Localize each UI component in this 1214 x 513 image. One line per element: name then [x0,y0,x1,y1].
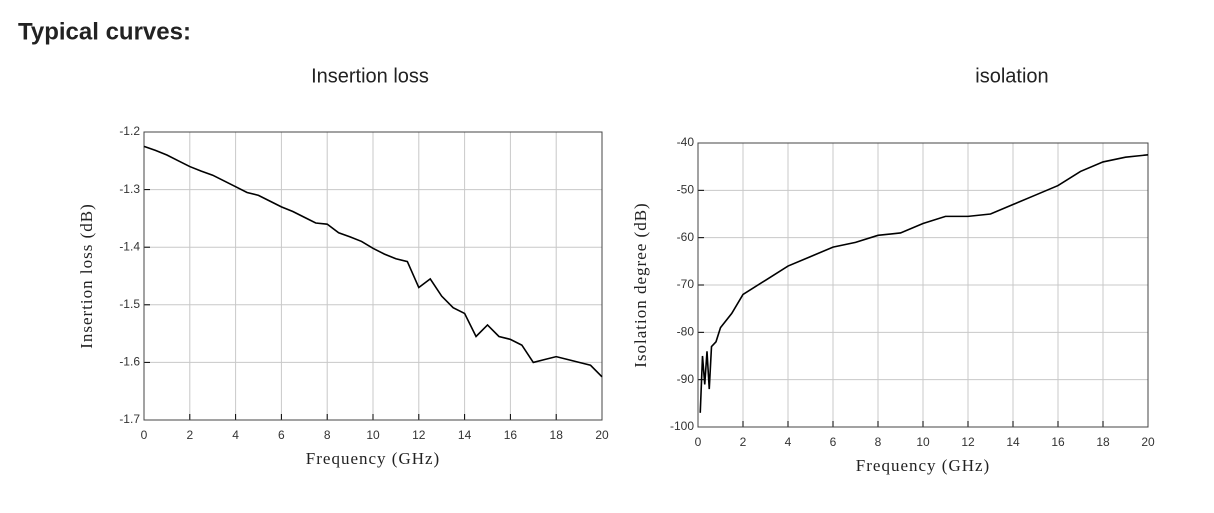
x-tick-label: 4 [232,428,239,442]
y-axis-label: Isolation degree (dB) [631,202,650,367]
x-tick-label: 16 [504,428,518,442]
y-tick-label: -60 [677,230,695,244]
y-tick-label: -80 [677,325,695,339]
x-tick-label: 0 [141,428,148,442]
chart-title: Insertion loss [311,65,429,87]
x-tick-label: 2 [186,428,193,442]
x-tick-label: 8 [875,435,882,449]
x-tick-label: 20 [1141,435,1155,449]
x-tick-label: 18 [1096,435,1110,449]
y-tick-label: -100 [670,419,694,433]
data-line [699,154,1149,413]
y-tick-label: -1.5 [119,297,140,311]
heading: Typical curves: [18,18,191,45]
x-axis-label: Frequency (GHz) [306,449,440,468]
x-tick-label: 14 [1006,435,1020,449]
y-tick-label: -1.4 [119,239,140,253]
x-tick-label: 6 [830,435,837,449]
chart-title: isolation [975,65,1048,87]
y-tick-label: -40 [677,135,695,149]
y-axis-label: Insertion loss (dB) [77,203,96,349]
x-tick-label: 10 [366,428,380,442]
x-tick-label: 4 [785,435,792,449]
data-line [143,145,603,378]
x-axis-label: Frequency (GHz) [856,456,990,475]
y-tick-label: -1.2 [119,124,140,138]
x-tick-label: 12 [961,435,975,449]
x-tick-label: 12 [412,428,426,442]
x-tick-label: 14 [458,428,472,442]
y-tick-label: -90 [677,372,695,386]
x-tick-label: 0 [695,435,702,449]
y-tick-label: -1.6 [119,355,140,369]
y-tick-label: -1.7 [119,412,140,426]
x-tick-label: 8 [324,428,331,442]
plot-frame [143,131,603,421]
x-tick-label: 20 [595,428,609,442]
x-tick-label: 2 [740,435,747,449]
y-tick-label: -70 [677,277,695,291]
x-tick-label: 10 [916,435,930,449]
y-tick-label: -50 [677,183,695,197]
x-tick-label: 16 [1051,435,1065,449]
plot-frame [697,142,1149,428]
x-tick-label: 6 [278,428,285,442]
y-tick-label: -1.3 [119,182,140,196]
x-tick-label: 18 [550,428,564,442]
